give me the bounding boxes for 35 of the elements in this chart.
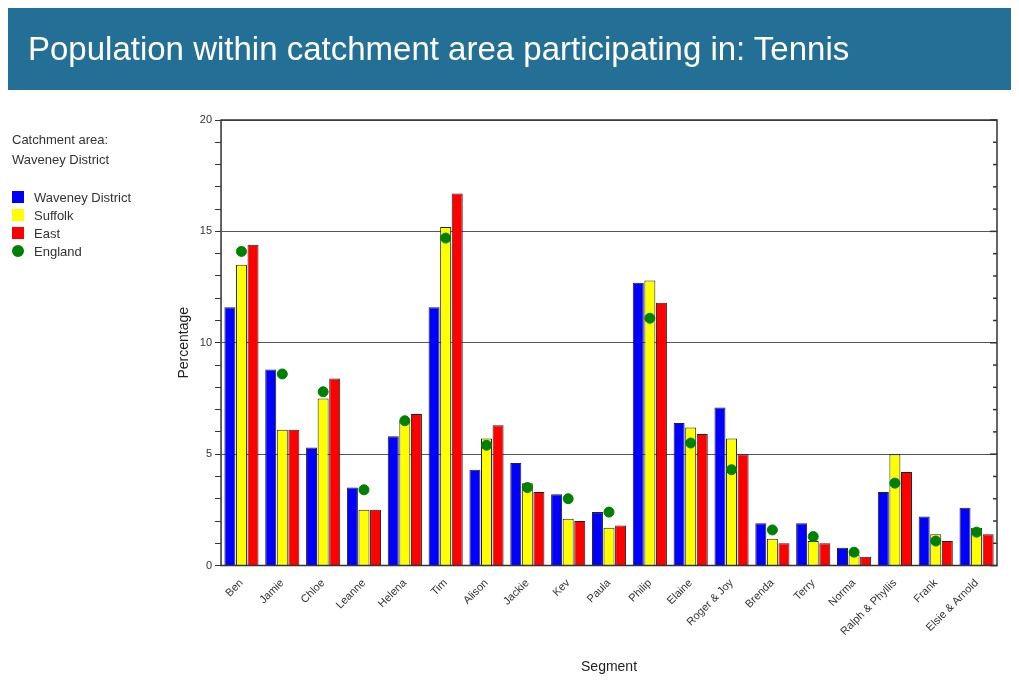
- chart-title: Population within catchment area participating in: Tennis: [28, 30, 850, 68]
- point: [603, 506, 615, 518]
- point: [235, 245, 247, 257]
- point: [726, 464, 738, 476]
- point: [317, 386, 329, 398]
- point: [971, 526, 983, 538]
- x-tick-label: Tim: [428, 576, 450, 598]
- y-tick-label: 0: [205, 558, 213, 571]
- point: [930, 535, 942, 547]
- point: [276, 368, 288, 380]
- legend-title: Catchment area: Waveney District: [12, 131, 111, 169]
- legend-label: Suffolk: [34, 207, 74, 223]
- point: [644, 312, 656, 324]
- point: [358, 484, 370, 496]
- legend-label: Waveney District: [34, 189, 132, 205]
- point: [807, 531, 819, 543]
- y-tick-label: 10: [199, 335, 213, 348]
- point: [766, 524, 778, 536]
- y-tick-label: 15: [199, 224, 213, 237]
- legend-label: England: [34, 243, 82, 259]
- x-axis-title: Segment: [580, 658, 638, 675]
- point: [521, 482, 533, 494]
- x-tick-label: Kev: [549, 575, 573, 599]
- y-tick-label: 5: [205, 447, 213, 460]
- x-tick-label: Ben: [222, 576, 246, 599]
- point: [481, 439, 492, 451]
- point: [399, 415, 411, 427]
- point: [848, 546, 860, 558]
- point: [685, 437, 697, 449]
- y-tick-label: 20: [199, 113, 213, 126]
- legend-label: East: [34, 225, 61, 241]
- point: [889, 477, 901, 489]
- point: [440, 232, 452, 244]
- y-axis-title: Percentage: [175, 306, 192, 379]
- point: [562, 493, 574, 505]
